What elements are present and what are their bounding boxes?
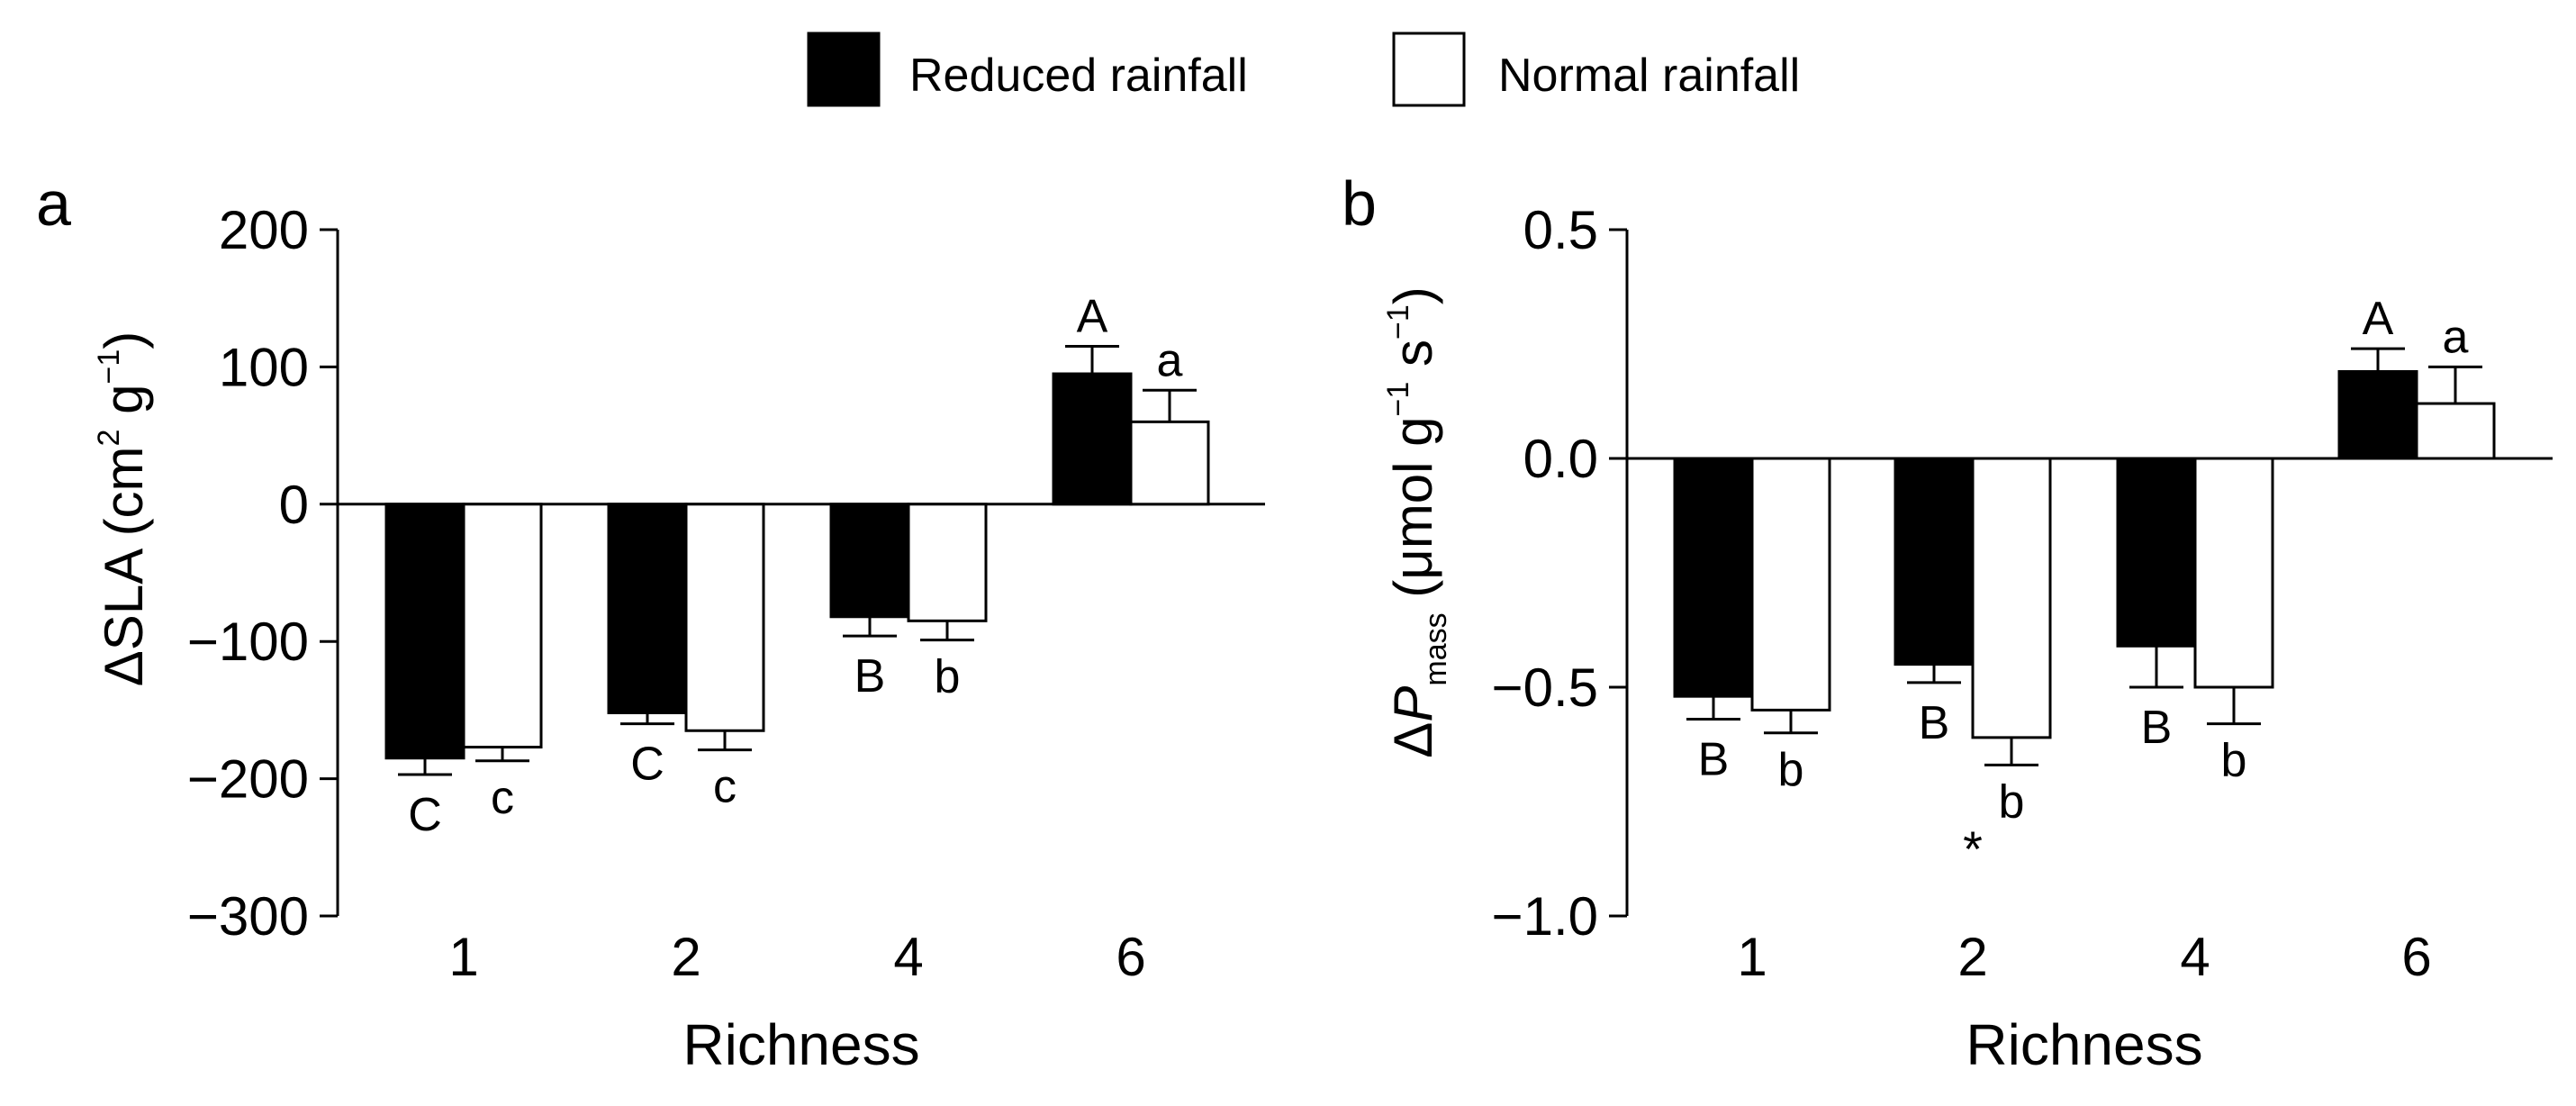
x-tick-label: 4 [893, 927, 923, 987]
panel-a: a 200 100 0 −100 −200 −300 1 2 4 6 C C B Ac c b a ΔSLA … [36, 168, 1265, 1077]
panel-a-ylabel-mid: g [94, 384, 154, 429]
significance-letter: c [491, 772, 514, 824]
y-tick-label: 0.0 [1523, 429, 1598, 489]
significance-letter: B [1919, 697, 1950, 749]
x-tick-label: 2 [671, 927, 700, 987]
bar-normal [907, 503, 988, 622]
bar-normal [1971, 457, 2052, 739]
bar-reduced [829, 503, 910, 619]
significance-letter: A [2363, 293, 2394, 345]
bar-reduced [1052, 372, 1133, 506]
y-tick-label: 100 [219, 337, 309, 397]
y-tick-label: −0.5 [1492, 657, 1598, 718]
bar-reduced [1673, 457, 1754, 698]
legend-label-normal: Normal rainfall [1498, 50, 1800, 102]
significance-letter: A [1077, 291, 1108, 343]
significance-letter: C [408, 789, 442, 841]
panel-a-xlabel: Richness [682, 1012, 919, 1077]
panel-a-ylabel-main: ΔSLA (cm [94, 446, 154, 686]
panel-b-bars: B B B Ab b b a * [1673, 293, 2496, 877]
panel-a-ylabel: ΔSLA (cm2 g−1) [92, 331, 154, 687]
y-tick-label: −1.0 [1492, 886, 1598, 947]
x-tick-label: 6 [2401, 927, 2431, 987]
significance-letter: b [935, 651, 961, 703]
x-tick-label: 6 [1116, 927, 1145, 987]
panel-b-ylabel-sup2: −1 [1381, 304, 1415, 340]
significance-asterisk: * [1963, 820, 1983, 877]
panel-label-a: a [36, 168, 71, 239]
significance-letter: b [2221, 735, 2247, 787]
y-tick-label: −100 [187, 612, 309, 672]
significance-letter: B [854, 650, 886, 703]
y-tick-label: 200 [219, 200, 309, 260]
panel-a-axes: 200 100 0 −100 −200 −300 1 2 4 6 [187, 200, 1265, 987]
x-tick-label: 4 [2180, 927, 2210, 987]
bar-normal [1750, 457, 1831, 712]
significance-letter: b [1999, 775, 2025, 828]
panel-b-ylabel-sup1: −1 [1381, 382, 1415, 417]
y-tick-label: 0 [279, 475, 309, 535]
panel-b-ylabel-p: P [1383, 686, 1443, 722]
panel-b: b 0.5 0.0 −0.5 −1.0 1 2 4 6 B B B Ab b b a * ΔPmass (μ… [1342, 168, 2553, 1077]
y-tick-label: 0.5 [1523, 200, 1598, 260]
panel-b-ylabel-mid: s [1383, 340, 1443, 382]
panel-b-ylabel-sub: mass [1419, 612, 1453, 685]
panel-a-ylabel-sup2: −1 [92, 349, 126, 385]
y-tick-label: −200 [187, 749, 309, 810]
bar-reduced [1894, 457, 1975, 666]
x-tick-label: 2 [1957, 927, 1987, 987]
x-tick-label: 1 [448, 927, 478, 987]
legend: Reduced rainfall Normal rainfall [807, 32, 1800, 107]
legend-swatch-normal [1392, 32, 1466, 107]
y-tick-label: −300 [187, 886, 309, 947]
panel-b-ylabel: ΔPmass (μmol g−1 s−1) [1381, 286, 1453, 757]
bar-normal [2415, 402, 2496, 460]
panel-b-ylabel-end: ) [1383, 286, 1443, 304]
legend-swatch-reduced [807, 32, 881, 107]
legend-label-reduced: Reduced rainfall [909, 50, 1248, 102]
significance-letter: a [2443, 311, 2469, 363]
panel-label-b: b [1342, 168, 1377, 239]
significance-letter: B [2141, 702, 2173, 754]
bar-normal [1129, 420, 1210, 506]
significance-letter: B [1698, 734, 1730, 786]
x-tick-label: 1 [1737, 927, 1767, 987]
bar-normal [684, 503, 765, 732]
bar-reduced [2116, 457, 2197, 648]
panel-b-ylabel-rest: (μmol g [1383, 416, 1443, 612]
panel-b-xlabel: Richness [1966, 1012, 2202, 1077]
panel-b-ylabel-delta: Δ [1383, 722, 1443, 758]
significance-letter: C [630, 739, 664, 791]
significance-letter: b [1778, 744, 1804, 796]
bar-reduced [607, 503, 688, 714]
panel-a-bars: C C B Ac c b a [384, 291, 1210, 841]
panel-a-ylabel-sup1: 2 [92, 430, 126, 447]
bar-normal [462, 503, 543, 749]
significance-letter: c [713, 761, 737, 813]
bar-normal [2193, 457, 2274, 689]
bar-reduced [384, 503, 465, 760]
panel-a-ylabel-end: ) [94, 331, 154, 349]
significance-letter: a [1157, 334, 1183, 386]
bar-reduced [2337, 369, 2418, 460]
